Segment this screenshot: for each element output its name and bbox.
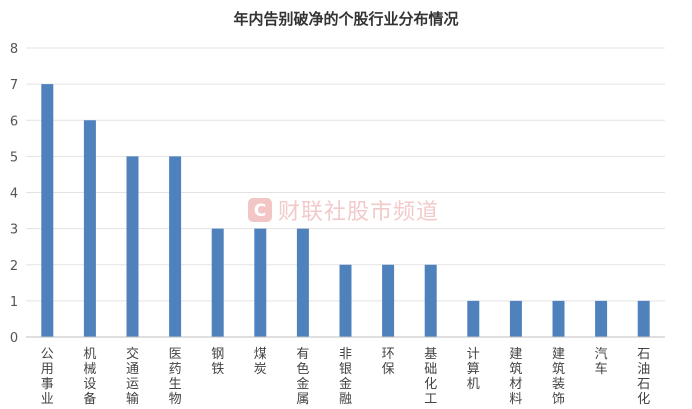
y-tick-label: 5 xyxy=(10,150,18,165)
bar xyxy=(424,264,437,337)
x-category-label: 环保 xyxy=(382,347,395,377)
x-category-label: 有色金属 xyxy=(296,347,309,407)
x-category-label: 基础化工 xyxy=(424,347,437,407)
bar xyxy=(254,228,267,337)
bar xyxy=(41,84,54,337)
x-category-label: 公用事业 xyxy=(41,347,54,407)
y-tick-label: 4 xyxy=(10,187,18,202)
x-category-label: 建筑装饰 xyxy=(552,347,565,407)
bar xyxy=(339,264,352,337)
bar xyxy=(509,300,522,337)
bar xyxy=(169,156,182,337)
y-tick-label: 7 xyxy=(10,78,18,93)
x-category-label: 医药生物 xyxy=(169,347,182,407)
bar xyxy=(552,300,565,337)
x-category-label: 钢铁 xyxy=(211,347,224,377)
x-category-label: 汽车 xyxy=(595,347,608,377)
y-tick-label: 3 xyxy=(10,223,18,238)
bar xyxy=(296,228,309,337)
y-tick-label: 6 xyxy=(10,114,18,129)
x-category-label: 石油石化 xyxy=(637,347,650,407)
x-category-label: 煤炭 xyxy=(254,347,267,377)
watermark-text: 财联社股市频道 xyxy=(278,200,439,225)
bar xyxy=(83,120,96,337)
bar xyxy=(467,300,480,337)
x-category-label: 非银金融 xyxy=(339,347,352,407)
x-category-label: 交通运输 xyxy=(126,346,139,407)
x-category-label: 计算机 xyxy=(467,347,480,392)
y-tick-label: 8 xyxy=(10,42,18,57)
watermark-logo-letter: C xyxy=(254,201,266,221)
bar xyxy=(126,156,139,337)
y-tick-label: 2 xyxy=(10,259,18,274)
gridlines xyxy=(26,47,665,302)
x-category-label: 建筑材料 xyxy=(509,347,522,407)
watermark-logo-icon xyxy=(248,198,272,222)
bar xyxy=(595,300,608,337)
bars xyxy=(41,84,650,337)
chart-title: 年内告别破净的个股行业分布情况 xyxy=(233,10,458,28)
y-tick-label: 1 xyxy=(10,295,18,310)
y-tick-label: 0 xyxy=(10,331,18,346)
bar xyxy=(211,228,224,337)
bar xyxy=(637,300,650,337)
y-axis-ticks: 0 1 2 3 4 5 6 7 8 xyxy=(10,42,18,346)
x-category-label: 机械设备 xyxy=(83,347,96,407)
bar xyxy=(382,264,395,337)
watermark: C 财联社股市频道 xyxy=(248,198,439,225)
